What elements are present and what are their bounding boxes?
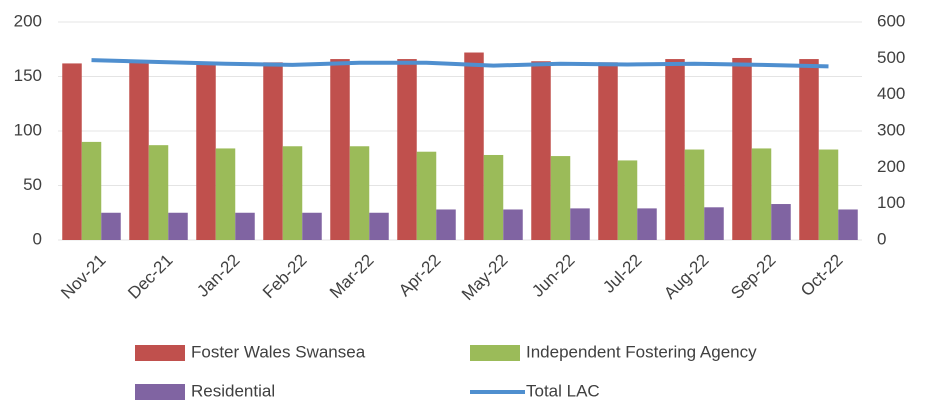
bar [665,59,685,241]
bar [215,148,236,240]
x-tick-label: Dec-21 [124,251,176,303]
x-tick-label: Feb-22 [259,251,311,303]
bar [751,148,772,240]
y2-tick-label: 500 [877,48,905,67]
legend-label: Independent Fostering Agency [526,342,757,361]
y-tick-label: 150 [14,66,42,85]
bar [369,212,389,240]
bar [550,156,571,240]
bar [838,209,858,240]
y2-tick-label: 600 [877,11,905,30]
x-tick-label: Apr-22 [395,251,445,301]
bar [503,209,523,240]
bar [397,59,417,241]
bar [483,154,504,240]
x-tick-label: Jun-22 [528,251,578,301]
bar [81,141,102,240]
bar [464,52,484,240]
y2-tick-label: 300 [877,120,905,139]
legend-swatch [470,345,520,361]
bar [771,204,791,240]
x-tick-label: Jan-22 [193,251,243,301]
bar [416,151,437,240]
bar [129,62,149,240]
bar [196,62,216,240]
legend-label: Foster Wales Swansea [191,342,366,361]
legend-label: Residential [191,381,275,400]
y-tick-label: 0 [33,229,42,248]
bar [531,61,551,240]
bar [168,212,188,240]
bar [637,208,657,240]
bar [732,57,752,240]
bar [148,145,169,240]
bar [818,149,839,240]
bar [704,207,724,240]
bar [436,209,456,240]
bar [235,212,255,240]
legend-label: Total LAC [526,381,600,400]
line [91,58,829,69]
x-tick-label: Nov-21 [57,251,109,303]
bar [349,146,370,240]
legend-swatch [135,384,185,400]
y-tick-label: 100 [14,120,42,139]
x-tick-label: Oct-22 [797,251,847,301]
y2-tick-label: 0 [877,229,886,248]
bar [101,212,121,240]
bar [282,146,303,240]
x-tick-label: May-22 [458,251,512,305]
y2-tick-label: 100 [877,193,905,212]
bar [617,160,638,240]
y-tick-label: 200 [14,11,42,30]
y2-tick-label: 200 [877,157,905,176]
bar [570,208,590,240]
bar [62,63,82,240]
y2-tick-label: 400 [877,84,905,103]
bar [684,149,705,240]
bar [330,59,350,241]
x-tick-label: Mar-22 [326,251,378,303]
y-tick-label: 50 [23,175,42,194]
bar [302,212,322,240]
legend-swatch [135,345,185,361]
bar [799,59,819,241]
x-tick-label: Sep-22 [727,251,779,303]
x-tick-label: Aug-22 [660,251,712,303]
x-tick-label: Jul-22 [599,251,645,297]
bar [263,62,283,240]
bar [598,62,618,240]
